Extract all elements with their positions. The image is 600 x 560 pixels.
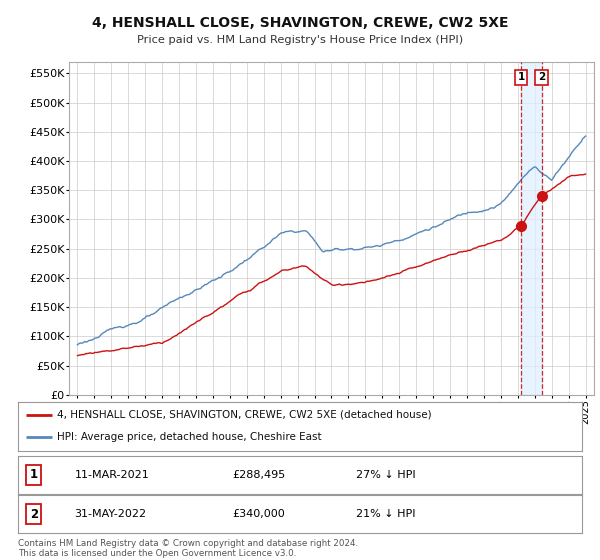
Text: 2: 2: [538, 72, 545, 82]
Bar: [521, 62, 542, 395]
Text: 1: 1: [517, 72, 524, 82]
Text: 27% ↓ HPI: 27% ↓ HPI: [356, 470, 416, 480]
Text: Price paid vs. HM Land Registry's House Price Index (HPI): Price paid vs. HM Land Registry's House …: [137, 35, 463, 45]
Text: 2: 2: [30, 507, 38, 521]
Text: HPI: Average price, detached house, Cheshire East: HPI: Average price, detached house, Ches…: [58, 432, 322, 442]
Text: 11-MAR-2021: 11-MAR-2021: [74, 470, 149, 480]
Text: 21% ↓ HPI: 21% ↓ HPI: [356, 509, 416, 519]
Text: 4, HENSHALL CLOSE, SHAVINGTON, CREWE, CW2 5XE (detached house): 4, HENSHALL CLOSE, SHAVINGTON, CREWE, CW…: [58, 410, 432, 420]
Text: £288,495: £288,495: [232, 470, 286, 480]
Text: 31-MAY-2022: 31-MAY-2022: [74, 509, 146, 519]
Text: £340,000: £340,000: [232, 509, 285, 519]
Text: Contains HM Land Registry data © Crown copyright and database right 2024.
This d: Contains HM Land Registry data © Crown c…: [18, 539, 358, 558]
Text: 4, HENSHALL CLOSE, SHAVINGTON, CREWE, CW2 5XE: 4, HENSHALL CLOSE, SHAVINGTON, CREWE, CW…: [92, 16, 508, 30]
Text: 1: 1: [30, 468, 38, 482]
